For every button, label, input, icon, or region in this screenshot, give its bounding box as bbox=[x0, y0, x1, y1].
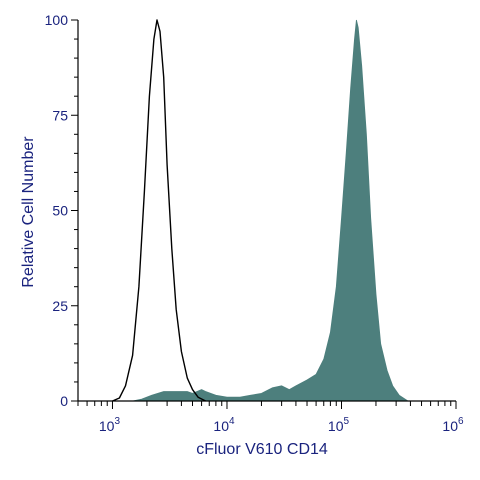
y-tick-label: 75 bbox=[52, 107, 68, 123]
plot-area bbox=[112, 19, 410, 402]
x-axis-title: cFluor V610 CD14 bbox=[196, 441, 328, 458]
y-tick-label: 50 bbox=[52, 203, 68, 219]
y-tick-label: 25 bbox=[52, 298, 68, 314]
x-tick-label: 103 bbox=[99, 416, 121, 434]
axes: 0 25 50 75 100 103 104 105 106 bbox=[45, 12, 464, 434]
x-tick-label: 104 bbox=[213, 416, 235, 434]
x-tick-label: 106 bbox=[442, 416, 464, 434]
stained-histogram-area bbox=[132, 19, 410, 402]
y-axis-title: Relative Cell Number bbox=[20, 136, 37, 288]
y-tick-label: 100 bbox=[45, 12, 69, 28]
y-tick-label: 0 bbox=[60, 393, 68, 409]
control-histogram-line bbox=[112, 19, 206, 402]
x-tick-label: 105 bbox=[328, 416, 350, 434]
